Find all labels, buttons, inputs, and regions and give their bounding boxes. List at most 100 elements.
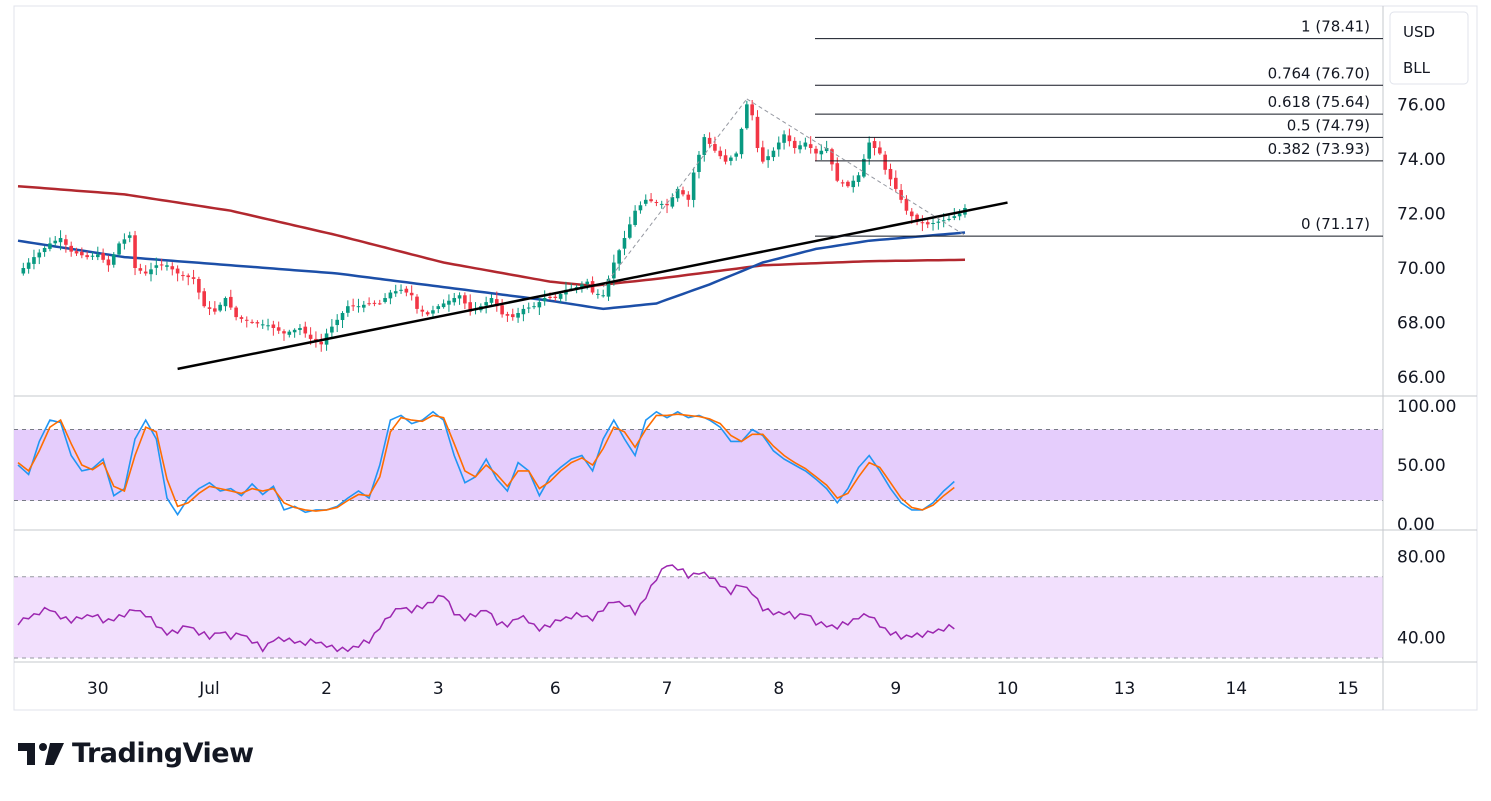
candle [346, 300, 350, 317]
candle [654, 199, 659, 207]
rsi-band [14, 576, 1383, 658]
candle [495, 291, 499, 312]
candle [782, 130, 786, 150]
candle [250, 319, 254, 324]
candle [925, 219, 930, 229]
candle [298, 324, 302, 336]
candlestick-series [21, 99, 967, 352]
price-axis-label: 100.00 [1397, 397, 1456, 417]
fib-level[interactable]: 0.764 (76.70) [815, 64, 1383, 86]
candle [175, 265, 180, 282]
time-axis-label: 30 [87, 679, 109, 699]
candle [516, 307, 520, 323]
candle [111, 252, 116, 268]
fib-level[interactable]: 0.618 (75.64) [815, 93, 1383, 115]
candle [521, 304, 526, 322]
candle [276, 321, 281, 334]
candle [425, 310, 430, 317]
candle [872, 137, 877, 156]
candle [197, 276, 201, 300]
candle [776, 136, 781, 157]
trend-line[interactable] [177, 201, 1008, 371]
candle [367, 297, 371, 306]
fib-level[interactable]: 1 (78.41) [815, 18, 1383, 40]
fib-level[interactable]: 0 (71.17) [815, 215, 1383, 237]
fib-level[interactable]: 0.5 (74.79) [815, 116, 1383, 138]
candle [750, 99, 754, 121]
candle [330, 319, 334, 338]
candle [526, 302, 531, 314]
candle [761, 140, 765, 164]
moving-average-red [17, 184, 966, 287]
fib-level-label: 0 (71.17) [1301, 215, 1370, 233]
candle [457, 292, 462, 305]
candle [707, 132, 712, 149]
time-axis-label: 7 [662, 679, 673, 699]
price-axis-label: 72.00 [1397, 204, 1446, 224]
candle [792, 137, 797, 154]
candle [244, 316, 249, 328]
time-axis-label: 13 [1114, 679, 1136, 699]
candle [468, 294, 472, 316]
candle [463, 292, 467, 310]
fib-level[interactable]: 0.382 (73.93) [815, 140, 1383, 162]
candle [207, 301, 212, 316]
candle [484, 296, 488, 314]
candle [191, 269, 196, 285]
candle [356, 298, 361, 313]
candle [883, 151, 887, 175]
candle [510, 308, 515, 321]
fib-diagonal [602, 98, 748, 288]
tradingview-brand[interactable]: TradingView [18, 738, 254, 769]
time-axis-label: 14 [1225, 679, 1247, 699]
price-axis-label: 40.00 [1397, 629, 1446, 649]
stoch-band [14, 429, 1383, 501]
candle [681, 186, 685, 197]
candle [904, 195, 909, 215]
candle [601, 289, 605, 298]
candle [675, 186, 680, 202]
price-axis[interactable]: 76.00 74.00 72.00 70.00 68.00 66.00 100.00 50.0… [1397, 95, 1456, 648]
candle [803, 137, 808, 150]
candle [787, 128, 792, 147]
candle [936, 218, 941, 230]
candle [862, 154, 866, 179]
fib-level-label: 0.5 (74.79) [1287, 116, 1370, 134]
candle [436, 304, 441, 314]
price-axis-label: 66.00 [1397, 368, 1446, 388]
price-axis-label: 0.00 [1397, 515, 1435, 535]
candle [824, 140, 829, 154]
candle [447, 294, 451, 312]
candle [713, 136, 717, 153]
candle [170, 262, 175, 276]
candle [85, 251, 89, 260]
candle [377, 299, 382, 305]
candle [739, 127, 744, 159]
candle [915, 213, 919, 226]
fib-level-label: 0.618 (75.64) [1268, 93, 1370, 111]
candle [340, 311, 345, 329]
candle [867, 136, 871, 165]
candle [48, 237, 52, 252]
candle [702, 134, 707, 162]
moving-averages [17, 184, 966, 311]
time-axis[interactable]: 30 Jul 2 3 6 7 8 9 10 13 14 15 [87, 679, 1359, 699]
candle [266, 318, 270, 331]
candle [500, 299, 504, 318]
candle [143, 265, 148, 276]
candle [628, 216, 632, 240]
candle [755, 110, 760, 153]
candle [213, 301, 217, 315]
time-axis-label: 15 [1337, 679, 1359, 699]
candle [659, 200, 664, 209]
candle [117, 241, 121, 257]
candle [771, 147, 776, 162]
trendline[interactable] [177, 201, 1008, 371]
candle [835, 157, 840, 183]
candle [415, 294, 419, 314]
unit-label: BLL [1403, 59, 1431, 77]
candle [686, 191, 691, 207]
fibonacci-retracement[interactable]: 1 (78.41) 0.764 (76.70) 0.618 (75.64) 0.5 (… [602, 18, 1383, 288]
currency-unit-label[interactable]: USD BLL [1389, 11, 1469, 85]
